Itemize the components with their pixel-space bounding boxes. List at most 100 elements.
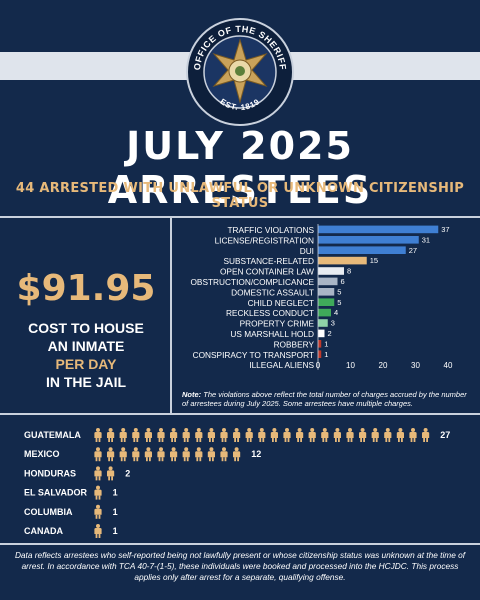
bar-value-label: 15 [370,256,378,265]
country-count: 12 [251,449,261,459]
bar [318,298,335,306]
country-label: MEXICO [24,449,60,459]
person-icon [132,447,140,462]
footer-disclaimer: Data reflects arrestees who self-reporte… [14,550,466,582]
person-icon [107,428,115,442]
category-label: RECKLESS CONDUCT [226,308,314,318]
person-icon [182,447,190,462]
country-label: HONDURAS [24,468,76,478]
person-icon [207,428,215,442]
person-icon [94,466,102,481]
person-icon [157,447,165,462]
person-icon [308,428,316,442]
person-icon [132,428,140,442]
person-icon [409,428,417,442]
person-icon [195,428,203,442]
bar [318,277,338,286]
person-icon [258,428,266,442]
x-tick-label: 30 [411,361,420,370]
person-icon [94,485,102,500]
person-icon [94,428,102,442]
x-tick-label: 0 [316,361,321,370]
person-icon [170,428,178,442]
person-icon [170,447,178,462]
country-count: 27 [440,430,450,440]
bar-value-label: 5 [337,298,341,307]
divider-top [0,216,480,218]
category-label: OBSTRUCTION/COMPLICANCE [190,277,314,287]
person-icon [119,428,127,442]
chart-note-prefix: Note: [182,390,202,399]
bar [318,256,367,265]
bar [318,319,328,327]
category-label: DOMESTIC ASSAULT [231,287,314,297]
x-tick-label: 10 [346,361,355,370]
person-icon [371,428,379,442]
category-label: PROPERTY CRIME [240,319,315,329]
cost-line-3: PER DAY [55,356,117,372]
category-label: ILLEGAL ALIENS [249,360,314,370]
category-label: TRAFFIC VIOLATIONS [227,225,314,235]
bar-value-label: 8 [347,267,351,276]
sheriff-badge-logo: OFFICE OF THE SHERIFF EST. 1819 [186,18,294,126]
chart-note-text: The violations above reflect the total n… [182,390,467,408]
person-icon [220,428,228,442]
bar-value-label: 2 [328,329,332,338]
bar-value-label: 37 [441,225,449,234]
bar [318,236,419,244]
person-icon [333,428,341,442]
bar-value-label: 1 [324,339,328,348]
country-count: 1 [113,488,118,498]
person-icon [94,447,102,462]
divider-middle [0,413,480,415]
country-label: COLUMBIA [24,507,73,517]
person-icon [270,428,278,442]
person-icon [94,524,102,538]
category-label: CHILD NEGLECT [248,298,314,308]
bar [318,267,344,275]
category-label: OPEN CONTAINER LAW [220,267,314,277]
country-count: 2 [125,468,130,478]
country-count: 1 [113,526,118,536]
person-icon [296,428,304,442]
person-icon [107,466,115,481]
person-icon [182,428,190,442]
country-label: EL SALVADOR [24,488,88,498]
bar-value-label: 6 [341,277,345,286]
cost-line-1: COST TO HOUSE [28,320,144,336]
person-icon [384,428,392,442]
page-title: JULY 2025 ARRESTEES [107,124,373,212]
person-icon [346,428,354,442]
person-icon [107,447,115,462]
cost-value: $91.95 [16,268,156,309]
category-label: US MARSHALL HOLD [230,329,314,339]
bar [318,246,406,254]
bar-value-label: 27 [409,246,417,255]
cost-line-4: IN THE JAIL [45,374,127,390]
person-icon [144,447,152,462]
category-label: ROBBERY [274,339,315,349]
person-icon [233,447,241,462]
person-icon [245,428,253,442]
country-label: GUATEMALA [24,430,81,440]
bar-value-label: 3 [331,319,335,328]
person-icon [396,428,404,442]
bar-value-label: 5 [337,287,341,296]
divider-bottom [0,543,480,545]
person-icon [119,447,127,462]
category-label: CONSPIRACY TO TRANSPORT [193,350,314,360]
bar-value-label: 31 [422,235,430,244]
person-icon [207,447,215,462]
category-label: LICENSE/REGISTRATION [215,235,314,245]
bar [318,225,439,234]
cost-line-2: AN INMATE [47,338,125,354]
bar [318,350,322,358]
bar [318,340,322,348]
bar-value-label: 4 [334,308,338,317]
country-label: CANADA [24,526,63,536]
person-icon [321,428,329,442]
person-icon [195,447,203,462]
bar [318,308,331,317]
person-icon [220,447,228,462]
person-icon [94,504,102,519]
